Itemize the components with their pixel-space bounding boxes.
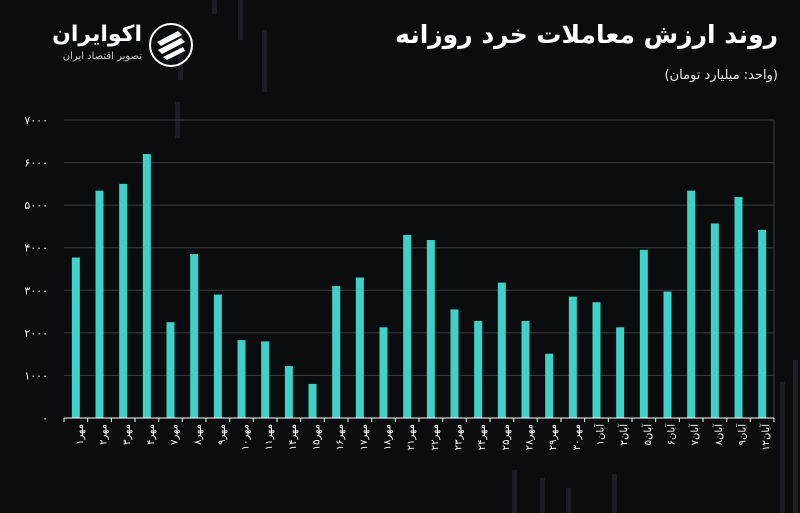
x-tick-label: مهر۳ [122,424,133,445]
x-tick-label: مهر۹ [217,424,228,445]
bar [592,302,601,418]
brand-tagline: تصویر اقتصاد ایران [62,51,142,62]
background-candle [780,382,785,513]
x-tick-label: مهر۲ [99,424,110,445]
x-tick-label: آبان۵ [641,423,654,446]
bar [166,322,175,418]
bar [474,320,483,418]
background-candle [793,360,798,513]
chart-subtitle: (واحد: میلیارد تومان) [664,68,778,83]
bar [545,353,554,418]
bar [379,327,388,418]
x-tick-label: مهر۲۳ [454,424,465,450]
bar [734,197,743,418]
bar [521,320,530,418]
x-tick-label: مهر۲۸ [525,424,536,450]
background-candle [262,30,267,92]
x-tick-label: آبان۶ [665,423,678,446]
x-tick-label: مهر۲۲ [430,424,441,450]
background-candle [540,478,545,513]
x-tick-label: مهر۱ [75,424,86,445]
x-tick-label: مهر۱۱ [264,424,275,450]
bar [308,383,317,418]
y-tick-label: ۲۰۰۰ [24,327,48,340]
x-tick-label: مهر۱۵ [312,424,323,450]
x-tick-label: مهر۲۴ [477,424,488,450]
x-tick-label: مهر۲۵ [501,424,512,450]
brand-name: اکوایران [52,22,142,47]
x-tick-label: مهر۷ [170,424,181,445]
x-tick-label: آبان۸ [712,423,725,446]
bar [710,223,719,418]
y-tick-label: ۵۰۰۰ [24,199,48,212]
background-candle [612,474,617,513]
bar [663,291,672,418]
x-tick-label: مهر۱۰ [241,424,252,450]
bar [237,340,246,418]
background-candle [238,0,243,40]
bar [190,254,199,418]
brand-mark-icon [149,23,193,67]
bar [71,257,80,418]
x-tick-label: مهر۴ [146,424,157,445]
bar [426,240,435,418]
bar [639,249,648,418]
background-candle [566,488,571,513]
y-tick-label: ۴۰۰۰ [24,242,48,255]
x-tick-label: مهر۱۶ [335,424,346,450]
y-tick-label: ۳۰۰۰ [24,284,48,297]
bar [403,234,412,418]
bar [213,294,222,418]
x-tick-label: مهر۱۸ [383,424,394,450]
background-candle [212,0,217,14]
bar [142,154,151,419]
x-tick-label: آبان۷ [688,423,701,446]
bar [687,190,696,418]
bar [284,366,293,418]
bar [119,183,128,418]
x-tick-label: آبان۲ [617,423,630,446]
bar [497,282,506,418]
y-tick-label: ۱۰۰۰ [24,369,48,382]
bar [332,286,341,418]
bar [450,309,459,418]
y-tick-label: ۷۰۰۰ [24,114,48,127]
x-tick-label: مهر۱۴ [288,424,299,450]
x-tick-label: مهر۲۹ [548,424,559,450]
brand-logo: اکوایران تصویر اقتصاد ایران [30,18,210,70]
bar [758,229,767,418]
x-tick-label: مهر۸ [193,424,204,445]
x-tick-label: آبان۱۲ [759,423,772,451]
chart-title: روند ارزش معاملات خرد روزانه [395,20,778,49]
y-tick-label: ۶۰۰۰ [24,157,48,170]
background-candle [512,470,517,513]
bar [355,277,364,418]
x-tick-label: مهر۲۱ [406,424,417,450]
bar [261,341,270,418]
x-tick-label: آبان۹ [736,423,749,446]
bar [95,190,104,418]
y-tick-label: ۰ [42,412,48,425]
x-tick-label: مهر۱۷ [359,424,370,450]
x-tick-label: آبان۱ [594,423,607,446]
bar [568,296,577,418]
bar [616,327,625,418]
x-tick-label: مهر۳۰ [572,424,583,450]
